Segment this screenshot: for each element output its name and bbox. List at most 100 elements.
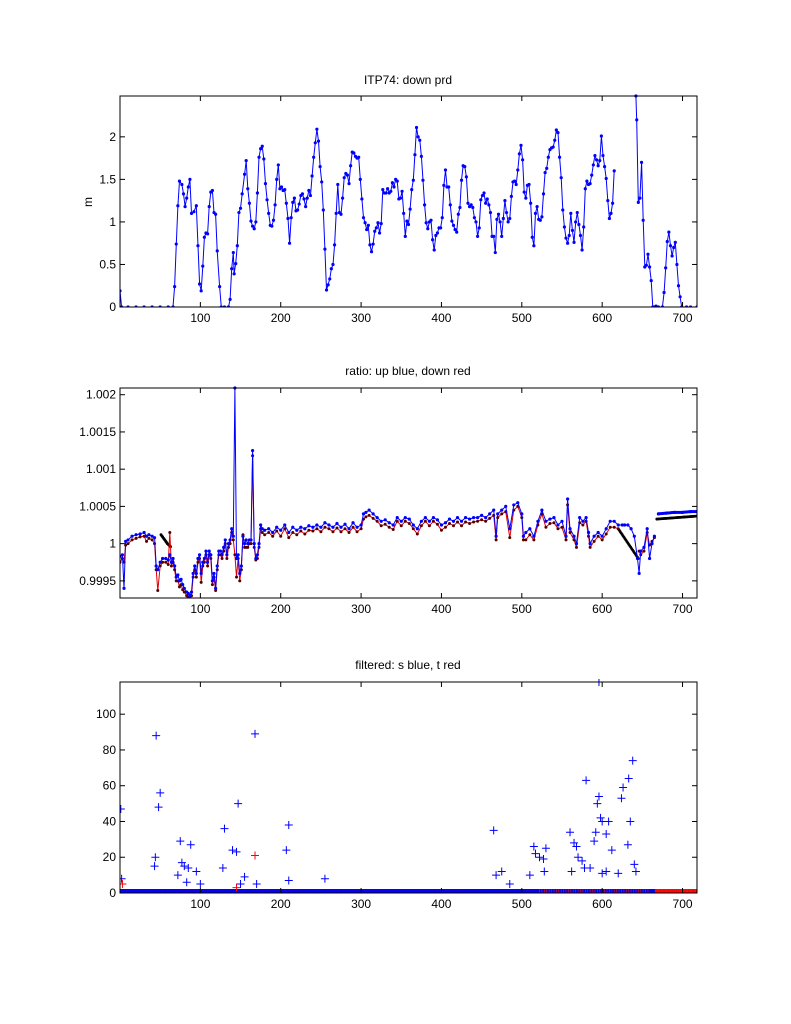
s-point [604, 817, 613, 826]
s-point [453, 889, 462, 893]
prd-data-point [185, 196, 189, 200]
s-point [265, 889, 274, 893]
s-point [570, 889, 579, 893]
s-point [416, 889, 425, 893]
ratio-up-point [566, 497, 570, 501]
ratio-up-point [435, 518, 440, 522]
s-point [609, 889, 618, 893]
t-point [689, 889, 697, 893]
s-point [556, 889, 565, 893]
ratio-up-point [193, 564, 197, 568]
s-point [271, 889, 280, 893]
ratio-up-point [231, 534, 235, 538]
ratio-xtick-label: 200 [271, 602, 291, 616]
t-point [612, 889, 621, 893]
ratio-up-point [222, 545, 226, 549]
prd-data-point [332, 243, 337, 247]
prd-data-point [668, 244, 673, 248]
ratio-down-point [447, 522, 451, 526]
s-point [395, 889, 404, 893]
s-point [348, 889, 357, 893]
prd-data-point [252, 227, 256, 231]
ratio-down-point [210, 583, 214, 587]
s-point [283, 889, 292, 893]
prd-data-point [374, 226, 378, 230]
s-point [338, 889, 347, 893]
s-point [324, 889, 333, 893]
s-point [590, 837, 599, 846]
prd-data-point [357, 155, 361, 159]
ratio-up-point [186, 591, 190, 596]
ratio-down-point [560, 525, 564, 529]
t-point [680, 889, 689, 893]
s-point [185, 889, 194, 893]
s-point [449, 889, 458, 893]
s-point [637, 889, 646, 893]
prd-data-point [392, 185, 396, 189]
s-point [349, 889, 358, 893]
ratio-up-point [174, 575, 178, 579]
ratio-down-point [568, 530, 572, 534]
s-point [287, 889, 296, 893]
ratio-up-point [395, 515, 399, 520]
ratio-down-point [168, 530, 172, 534]
s-point [238, 889, 247, 893]
s-point [639, 889, 648, 893]
ratio-up-point [480, 513, 484, 517]
ratio-ytick-label: 0.9995 [79, 574, 116, 588]
ratio-up-point [335, 521, 339, 526]
ratio-down-point [592, 539, 596, 543]
s-point [445, 889, 454, 893]
ratio-up-point [367, 508, 371, 512]
s-point [466, 889, 475, 893]
s-point [170, 889, 179, 893]
s-point [435, 889, 444, 893]
prd-ytick-label: 0.5 [99, 257, 116, 271]
t-point [120, 880, 127, 889]
ratio-down-point [608, 525, 612, 529]
s-point [422, 889, 431, 893]
t-point [574, 889, 583, 893]
prd-data-point [418, 138, 422, 142]
ratio-down-point [452, 524, 456, 528]
s-point [400, 889, 409, 893]
s-point [596, 889, 605, 893]
panel-filtered: filtered: s blue, t red 100 200 300 400 500 6… [96, 658, 698, 911]
s-point [186, 840, 195, 849]
s-point [549, 889, 558, 893]
ratio-down-point [177, 585, 181, 589]
s-point [152, 889, 161, 893]
s-point [602, 889, 611, 893]
prd-data-point [607, 216, 612, 221]
s-point [304, 889, 313, 893]
s-point [533, 889, 542, 893]
s-point [242, 889, 251, 893]
prd-data-point [447, 185, 451, 189]
t-point [660, 889, 669, 893]
prd-data-point [270, 224, 274, 228]
s-point [173, 889, 182, 893]
s-point [582, 776, 591, 785]
s-point [541, 889, 550, 893]
ratio-ytick-label: 1.0005 [79, 499, 116, 513]
s-point [129, 889, 138, 893]
ratio-down-point [311, 529, 315, 533]
ratio-down-point [548, 522, 552, 526]
prd-data-point [580, 248, 584, 252]
s-point [438, 889, 447, 893]
t-point [652, 889, 661, 893]
t-point [669, 889, 678, 893]
s-point [162, 889, 171, 893]
s-point [551, 889, 560, 893]
s-point [236, 889, 245, 893]
filtered-xtick-label: 100 [190, 897, 210, 911]
ratio-up-point [210, 579, 215, 583]
t-point [631, 889, 640, 893]
ratio-down-point [138, 535, 142, 539]
s-point [474, 889, 483, 893]
ratio-up-point [520, 512, 524, 516]
prd-data-point [173, 284, 177, 289]
ratio-up-point [199, 571, 203, 576]
t-point [619, 889, 628, 893]
s-point [303, 889, 312, 893]
